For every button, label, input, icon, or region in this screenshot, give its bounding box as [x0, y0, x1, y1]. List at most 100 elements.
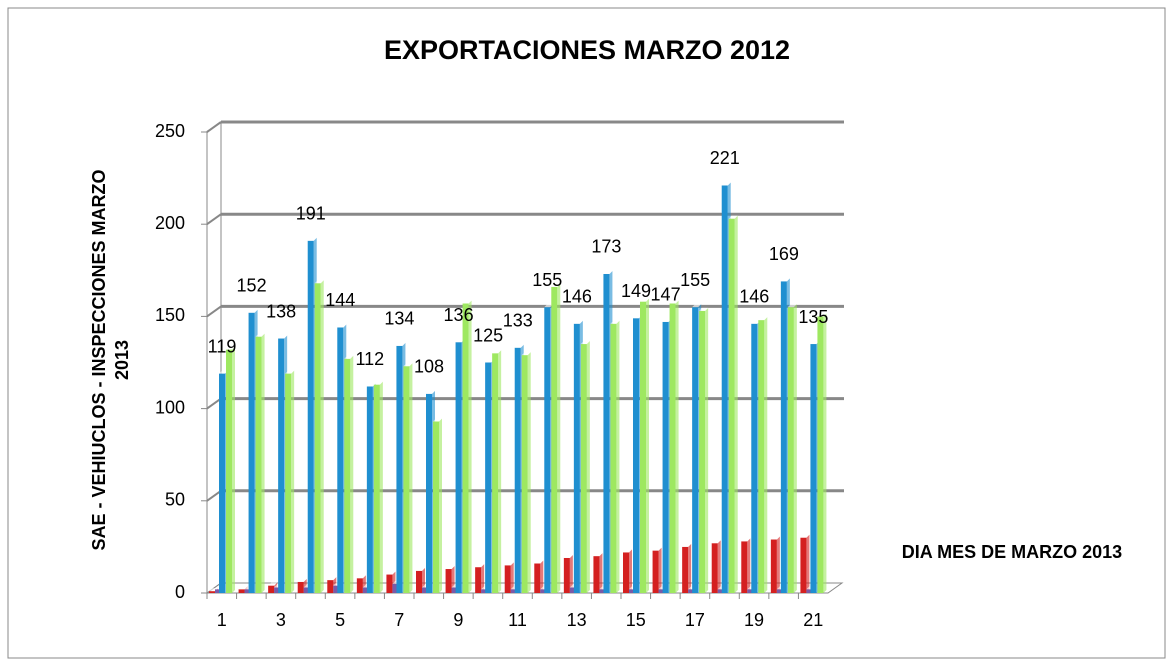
bar-top [445, 566, 455, 570]
bar-side [439, 418, 442, 593]
y-tick-label: 50 [165, 490, 185, 510]
bar-side [232, 346, 235, 593]
bar [776, 589, 783, 593]
bar [747, 589, 754, 593]
bar-top [337, 324, 347, 328]
bar [610, 323, 617, 593]
bar-top [307, 237, 317, 241]
data-label: 133 [503, 310, 533, 330]
data-label: 152 [237, 275, 267, 295]
bar-top [603, 270, 613, 274]
bar [426, 393, 432, 593]
bar [682, 546, 689, 593]
bar [593, 556, 600, 593]
bar [416, 570, 422, 593]
bar [327, 580, 334, 593]
bar-top [285, 370, 295, 374]
bar-top [492, 350, 502, 354]
bar-side [481, 564, 485, 593]
bar-top [817, 313, 827, 317]
data-label: 112 [356, 349, 385, 369]
grid-line [206, 397, 222, 410]
bar-side [586, 341, 590, 593]
bar-top [758, 317, 768, 321]
bar [433, 421, 439, 593]
bar [711, 543, 718, 593]
bar-top [514, 344, 524, 348]
y-axis-label: 2013 [112, 340, 132, 380]
bar [603, 273, 610, 593]
data-label: 155 [532, 270, 562, 290]
x-tick-label: 7 [394, 610, 404, 630]
data-label: 221 [710, 148, 740, 168]
bar-top [433, 418, 442, 422]
bar-side [540, 560, 544, 593]
bar [303, 587, 310, 593]
bar-side [675, 300, 679, 593]
bar-side [498, 350, 502, 593]
bar-side [510, 562, 514, 593]
bar [278, 338, 285, 593]
bar-side [688, 543, 692, 593]
bar [209, 591, 215, 593]
bar [504, 565, 511, 593]
bar [392, 583, 399, 593]
y-tick-label: 0 [175, 582, 185, 602]
bar [810, 344, 817, 593]
data-label: 144 [325, 290, 355, 310]
bar [337, 327, 344, 593]
data-label: 135 [798, 307, 828, 327]
data-label: 169 [769, 244, 799, 264]
data-label: 119 [208, 336, 237, 356]
bar-top [416, 567, 425, 571]
bar-top [396, 342, 406, 346]
bar [274, 587, 281, 593]
bar [366, 386, 373, 593]
bar-top [640, 298, 649, 302]
bar-top [623, 549, 632, 553]
y-axis-label: SAE - VEHIUCLOS - INSPECCIONES MARZO [89, 169, 109, 550]
bar-top [327, 577, 337, 581]
bar [238, 589, 245, 593]
bar-top [386, 571, 396, 575]
bar [569, 587, 576, 593]
bar-top [682, 543, 692, 547]
bar-side [261, 333, 265, 593]
bar-side [646, 298, 649, 593]
bar-top [741, 538, 751, 542]
bar [688, 589, 695, 593]
bar-top [544, 304, 554, 308]
data-label: 146 [739, 287, 769, 307]
bar [629, 589, 635, 593]
bar [297, 581, 304, 593]
bar-top [580, 341, 590, 345]
bar-top [403, 363, 413, 367]
bar [692, 307, 699, 593]
bar-top [297, 578, 307, 582]
bar-side [527, 352, 531, 593]
bar-side [734, 215, 738, 593]
bar-top [366, 383, 376, 387]
bar [248, 312, 255, 593]
bar-top [770, 536, 780, 540]
bar-top [721, 182, 731, 186]
bar [551, 286, 558, 593]
bar-top [787, 304, 797, 308]
bar-top [268, 582, 278, 586]
bar-top [711, 540, 721, 544]
bar [580, 344, 587, 593]
bar [699, 310, 706, 593]
x-tick-label: 13 [567, 610, 587, 630]
bar [544, 307, 551, 593]
bar-top [610, 320, 620, 324]
bar-top [728, 215, 738, 219]
bar-top [248, 309, 258, 313]
bar [623, 552, 629, 593]
bar-top [462, 300, 472, 304]
bar-top [633, 315, 642, 319]
x-tick-label: 15 [626, 610, 646, 630]
bar [758, 320, 765, 593]
bar [215, 589, 221, 593]
x-tick-label: 3 [276, 610, 286, 630]
